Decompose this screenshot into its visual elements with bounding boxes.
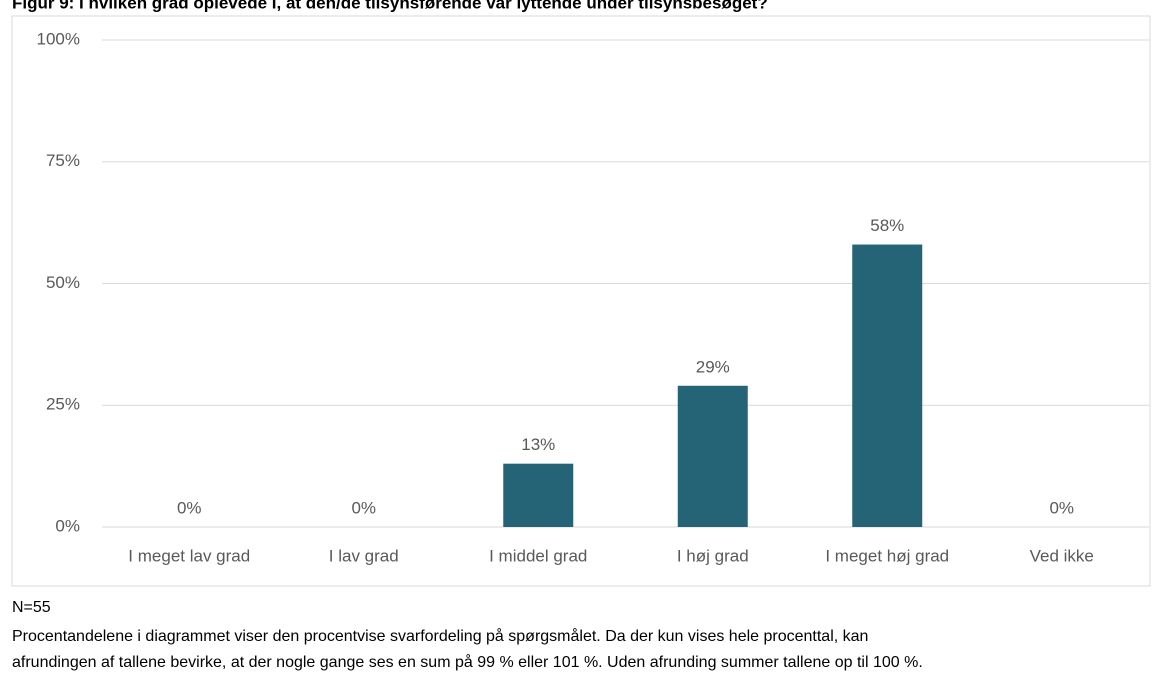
data-label: 0% (1049, 498, 1074, 517)
y-tick-label: 50% (46, 273, 80, 292)
y-tick-label: 0% (55, 516, 80, 535)
x-tick-label: I høj grad (677, 546, 749, 565)
data-label: 13% (521, 435, 555, 454)
x-tick-label: Ved ikke (1030, 546, 1094, 565)
y-tick-label: 75% (46, 151, 80, 170)
y-tick-label: 100% (37, 29, 80, 48)
data-label: 29% (696, 357, 730, 376)
bar (852, 244, 923, 528)
note-line: afrundingen af tallene bevirke, at der n… (12, 653, 923, 671)
chart-title: Figur 9: I hvilken grad oplevede I, at d… (12, 0, 768, 12)
sample-size: N=55 (12, 599, 51, 616)
x-tick-label: I middel grad (489, 546, 587, 565)
chart-frame (11, 15, 1151, 587)
data-label: 0% (177, 498, 202, 517)
data-label: 0% (351, 498, 376, 517)
x-tick-label: I meget høj grad (825, 546, 949, 565)
x-tick-label: I lav grad (329, 546, 399, 565)
data-label: 58% (870, 216, 904, 235)
x-tick-label: I meget lav grad (128, 546, 250, 565)
y-tick-label: 25% (46, 395, 80, 414)
note-line: Procentandelene i diagrammet viser den p… (12, 627, 868, 645)
bar (677, 385, 748, 527)
bar (503, 463, 574, 527)
